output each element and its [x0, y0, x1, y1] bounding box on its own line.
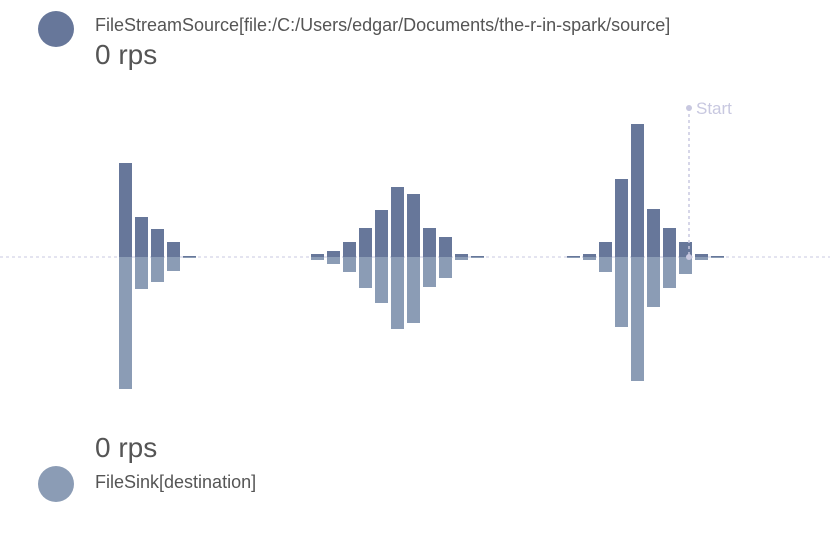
sink-bar	[391, 257, 404, 329]
source-bar	[327, 251, 340, 257]
sink-bar	[343, 257, 356, 272]
sink-bar	[631, 257, 644, 381]
source-bar	[631, 124, 644, 257]
sink-status-dot	[38, 466, 74, 502]
source-bar	[615, 179, 628, 257]
sink-bar	[583, 257, 596, 260]
source-bars	[119, 124, 724, 257]
source-bar	[311, 254, 324, 257]
sink-bar	[151, 257, 164, 282]
sink-bar	[311, 257, 324, 260]
sink-bar	[327, 257, 340, 264]
source-bar	[439, 237, 452, 257]
sink-bar	[167, 257, 180, 271]
sink-bar	[567, 257, 580, 258]
start-marker-base-dot	[686, 254, 692, 260]
sink-bar	[615, 257, 628, 327]
sink-bar	[423, 257, 436, 287]
source-rate: 0 rps	[95, 39, 158, 70]
sink-bar	[679, 257, 692, 274]
sink-bar	[359, 257, 372, 288]
sink-bar	[647, 257, 660, 307]
sink-bar	[119, 257, 132, 389]
source-bar	[343, 242, 356, 257]
sink-bar	[135, 257, 148, 289]
source-bar	[711, 256, 724, 257]
sink-bar	[711, 257, 724, 258]
source-bar	[567, 256, 580, 257]
source-bar	[599, 242, 612, 257]
sink-bar	[375, 257, 388, 303]
start-marker-dot	[686, 105, 692, 111]
source-bar	[583, 254, 596, 257]
source-bar	[183, 256, 196, 257]
source-bar	[407, 194, 420, 257]
source-bar	[695, 254, 708, 257]
sink-bar	[471, 257, 484, 258]
sink-name: FileSink[destination]	[95, 472, 257, 492]
sink-rate: 0 rps	[95, 432, 158, 463]
source-name: FileStreamSource[file:/C:/Users/edgar/Do…	[95, 15, 671, 35]
source-bar	[423, 228, 436, 257]
sink-bar	[663, 257, 676, 288]
sink-bar	[183, 257, 196, 258]
source-bar	[151, 229, 164, 257]
source-bar	[167, 242, 180, 257]
source-bar	[359, 228, 372, 257]
start-marker-label: Start	[696, 99, 732, 118]
source-bar	[647, 209, 660, 257]
sink-bar	[407, 257, 420, 323]
sink-bar	[439, 257, 452, 278]
source-bar	[663, 228, 676, 257]
source-bar	[375, 210, 388, 257]
sink-bar	[695, 257, 708, 260]
source-bar	[391, 187, 404, 257]
source-bar	[471, 256, 484, 257]
source-bar	[135, 217, 148, 257]
sink-bar	[599, 257, 612, 272]
source-bar	[119, 163, 132, 257]
sink-bars	[119, 257, 724, 389]
source-status-dot	[38, 11, 74, 47]
source-bar	[455, 254, 468, 257]
sink-bar	[455, 257, 468, 260]
